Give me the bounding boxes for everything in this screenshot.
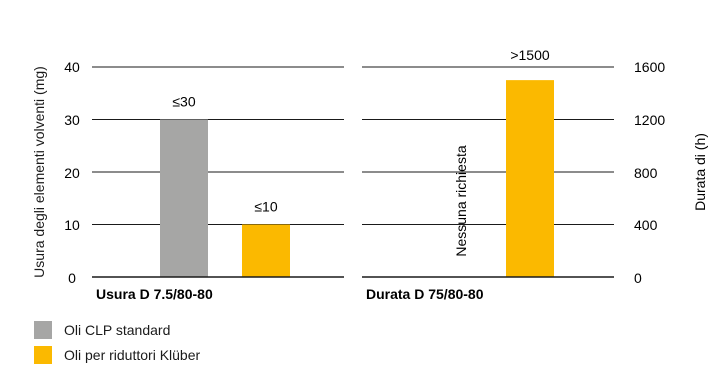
- right-y-tick: 1600: [634, 59, 665, 75]
- right-y-tick: 800: [634, 165, 658, 181]
- no-request-annotation: Nessuna richiesta: [453, 145, 469, 256]
- right-y-tick: 0: [634, 270, 642, 286]
- legend-item-standard: Oli CLP standard: [34, 321, 170, 339]
- bar: [506, 80, 554, 277]
- legend-swatch: [34, 346, 52, 364]
- bar: [242, 224, 290, 277]
- left-y-ticks: 0 10 20 30 40: [64, 59, 80, 286]
- bar-value-label: >1500: [510, 47, 550, 63]
- bar-value-label: ≤30: [172, 94, 195, 110]
- right-y-tick: 400: [634, 217, 658, 233]
- left-y-axis-label: Usura degli elementi volventi (mg): [31, 66, 47, 278]
- bar: [160, 119, 208, 277]
- left-y-tick: 40: [64, 59, 80, 75]
- legend-label: Oli per riduttori Klüber: [64, 347, 201, 363]
- left-chart-title: Usura D 7.5/80-80: [96, 286, 213, 302]
- left-gridlines: [92, 66, 344, 225]
- legend-swatch: [34, 321, 52, 339]
- left-y-tick: 30: [64, 112, 80, 128]
- right-y-tick: 1200: [634, 112, 665, 128]
- right-y-ticks: 0 400 800 1200 1600: [634, 59, 665, 286]
- left-y-tick: 20: [64, 165, 80, 181]
- right-bars: >1500: [506, 47, 554, 277]
- left-y-tick: 0: [68, 270, 76, 286]
- right-y-axis-label: Durata di (h): [692, 133, 708, 211]
- right-chart-title: Durata D 75/80-80: [366, 286, 484, 302]
- bar-value-label: ≤10: [254, 199, 277, 215]
- left-bars: ≤30 ≤10: [160, 94, 290, 277]
- legend-label: Oli CLP standard: [64, 322, 171, 338]
- right-gridlines: [362, 66, 614, 225]
- legend-item-kluber: Oli per riduttori Klüber: [34, 346, 200, 364]
- left-y-tick: 10: [64, 217, 80, 233]
